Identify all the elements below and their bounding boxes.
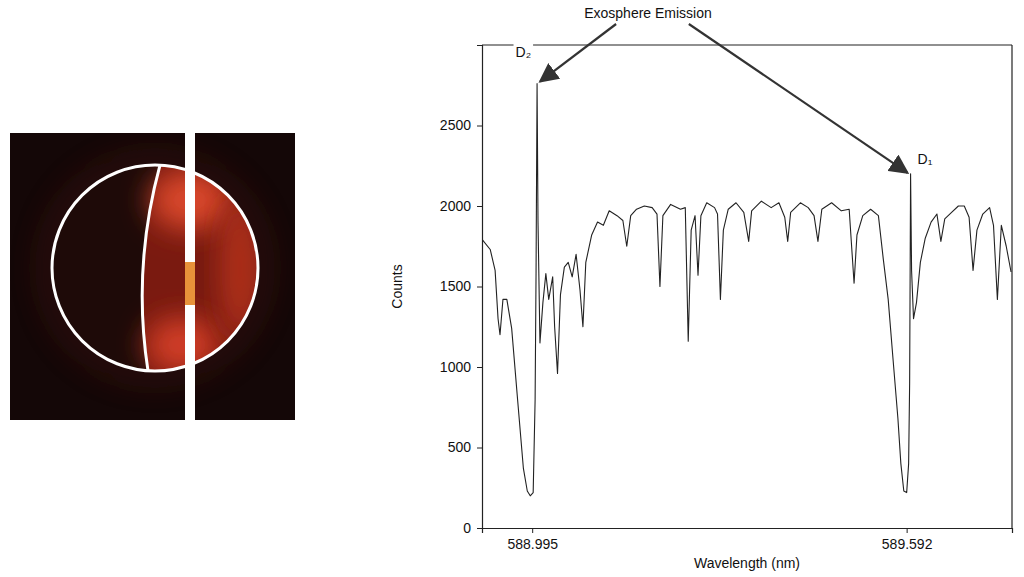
peak-label: D₂: [516, 44, 532, 60]
x-axis-title: Wavelength (nm): [694, 555, 800, 571]
y-tick: 0: [463, 520, 482, 536]
slit: [185, 133, 195, 420]
y-tick: 1000: [440, 359, 482, 375]
annotation-text: Exosphere Emission: [584, 5, 712, 21]
x-axis-line: [483, 529, 1013, 534]
glow-south: [146, 317, 218, 373]
y-tick-mark: [477, 367, 482, 368]
y-axis-line: [477, 46, 483, 529]
y-tick-mark: [477, 528, 482, 529]
y-tick: 1500: [440, 278, 482, 294]
x-tick-label: 588.995: [507, 536, 558, 552]
y-tick-label: 1500: [440, 278, 471, 294]
y-axis: 0 500 1000 1500 2000 2500: [440, 46, 483, 536]
y-tick-mark: [477, 287, 482, 288]
y-tick-label: 500: [448, 439, 472, 455]
spectrum-line: [482, 84, 1011, 496]
terminator: [142, 165, 160, 371]
peak-label: D₁: [918, 151, 933, 167]
y-tick-label: 0: [463, 520, 471, 536]
planet-image: [10, 133, 295, 420]
y-tick: 2500: [440, 117, 482, 133]
x-tick-mark: [532, 528, 533, 533]
y-tick-mark: [477, 206, 482, 207]
peak-label-patch: [514, 43, 534, 61]
x-axis: 588.995 589.592: [483, 528, 1013, 552]
annotations: Exosphere Emission D₂ D₁: [514, 5, 935, 173]
y-tick-mark: [477, 126, 482, 127]
spectrum-chart: 0 500 1000 1500 2000 2500 588.995 589.592 Wavele…: [389, 45, 1013, 571]
y-tick-label: 2000: [440, 198, 471, 214]
x-tick-mark: [907, 528, 908, 533]
slit-sample: [185, 262, 195, 305]
y-axis-title: Counts: [389, 264, 405, 308]
y-tick-label: 1000: [440, 359, 471, 375]
x-tick: 588.995: [507, 528, 558, 552]
figure: 0 500 1000 1500 2000 2500 588.995 589.592 Wavele…: [0, 0, 1024, 577]
y-tick: 500: [448, 439, 482, 455]
peak-label-patch: [916, 150, 935, 168]
disk-outline: [52, 165, 258, 371]
frame-top: [482, 44, 1012, 45]
y-tick-mark: [477, 448, 482, 449]
annotation-arrow: [689, 24, 908, 173]
y-tick-label: 2500: [440, 117, 471, 133]
image-background: [10, 133, 295, 420]
y-tick: 2000: [440, 198, 482, 214]
annotation-arrow: [540, 24, 616, 82]
plot-marks: [482, 84, 1011, 496]
limb-glow: [46, 159, 264, 377]
frame-right: [1011, 45, 1012, 528]
x-tick-label: 589.592: [882, 536, 933, 552]
glow-limb: [222, 198, 258, 338]
x-tick: 589.592: [882, 528, 933, 552]
